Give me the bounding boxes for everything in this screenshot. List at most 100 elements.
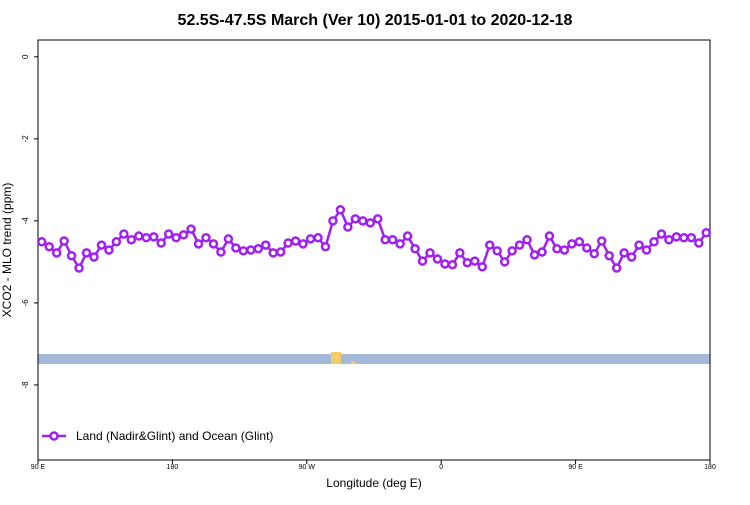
data-point bbox=[350, 214, 361, 224]
data-point bbox=[89, 252, 99, 262]
data-point bbox=[589, 248, 600, 259]
land-ocean-strip bbox=[38, 354, 710, 364]
data-point bbox=[395, 239, 405, 249]
data-point bbox=[66, 250, 77, 261]
data-point bbox=[81, 248, 92, 258]
data-point bbox=[223, 234, 234, 244]
data-point bbox=[358, 216, 368, 226]
data-point bbox=[604, 250, 614, 261]
data-point bbox=[216, 247, 226, 257]
data-point bbox=[649, 237, 659, 247]
data-point bbox=[343, 222, 353, 232]
data-point bbox=[305, 234, 316, 244]
data-point bbox=[141, 232, 152, 243]
data-point bbox=[567, 239, 577, 249]
data-point bbox=[671, 232, 682, 242]
data-point bbox=[387, 234, 398, 245]
data-point bbox=[178, 230, 189, 240]
y-tick-label: -6 bbox=[21, 299, 30, 307]
data-point bbox=[298, 239, 308, 249]
data-point bbox=[664, 234, 674, 245]
data-point bbox=[455, 248, 465, 258]
data-point bbox=[111, 237, 122, 247]
legend-marker bbox=[49, 431, 59, 441]
data-point bbox=[507, 246, 517, 256]
y-tick-label: -2 bbox=[21, 135, 30, 143]
x-tick-label: 90 W bbox=[299, 464, 316, 471]
data-point bbox=[283, 238, 293, 248]
data-point bbox=[156, 238, 166, 248]
data-point bbox=[634, 240, 644, 250]
data-point bbox=[694, 238, 704, 248]
data-point bbox=[596, 236, 607, 246]
data-point bbox=[365, 218, 376, 228]
data-point bbox=[51, 248, 62, 258]
data-point bbox=[559, 245, 570, 255]
y-tick-label: -8 bbox=[21, 381, 30, 389]
data-point bbox=[134, 231, 144, 241]
data-point bbox=[679, 232, 689, 243]
data-point bbox=[529, 250, 540, 260]
data-point bbox=[522, 234, 532, 245]
data-point bbox=[44, 241, 54, 252]
land-patch bbox=[331, 352, 341, 364]
y-axis-label: XCO2 - MLO trend (ppm) bbox=[0, 183, 14, 318]
data-point bbox=[275, 247, 286, 257]
data-point bbox=[104, 245, 114, 255]
data-point bbox=[238, 246, 249, 256]
x-tick-label: 180 bbox=[704, 464, 716, 471]
land-patch bbox=[351, 361, 355, 364]
data-point bbox=[313, 232, 323, 243]
data-point bbox=[656, 229, 667, 239]
x-tick-label: 90 E bbox=[31, 464, 46, 471]
data-point bbox=[163, 229, 174, 239]
data-point bbox=[701, 228, 712, 238]
data-point bbox=[193, 239, 204, 249]
data-point bbox=[686, 232, 697, 243]
data-point bbox=[119, 229, 129, 239]
data-point bbox=[59, 236, 69, 246]
data-point bbox=[201, 232, 211, 243]
data-point bbox=[335, 205, 346, 215]
data-point bbox=[372, 214, 383, 224]
data-point bbox=[74, 263, 84, 273]
data-point bbox=[36, 237, 47, 247]
data-point bbox=[626, 252, 637, 262]
data-point bbox=[171, 232, 181, 243]
y-tick-label: 0 bbox=[21, 54, 30, 59]
x-tick-label: 0 bbox=[439, 464, 443, 471]
data-point bbox=[432, 254, 443, 264]
legend-label: Land (Nadir&Glint) and Ocean (Glint) bbox=[76, 429, 273, 443]
data-point bbox=[253, 244, 264, 254]
data-point bbox=[246, 245, 256, 255]
data-point bbox=[410, 244, 420, 254]
data-point bbox=[619, 248, 629, 258]
data-point bbox=[582, 243, 592, 253]
x-tick-label: 90 E bbox=[568, 464, 583, 471]
data-point bbox=[514, 240, 525, 250]
x-axis-label: Longitude (deg E) bbox=[326, 476, 421, 490]
data-point bbox=[611, 263, 622, 273]
data-point bbox=[440, 259, 450, 269]
data-point bbox=[477, 262, 488, 272]
data-point bbox=[537, 247, 547, 257]
data-point bbox=[148, 232, 159, 242]
y-tick-label: -4 bbox=[21, 217, 30, 225]
data-point bbox=[492, 246, 502, 256]
data-point bbox=[96, 240, 107, 250]
data-point bbox=[447, 260, 458, 270]
data-point bbox=[260, 240, 271, 250]
data-point bbox=[425, 248, 435, 258]
plot-frame bbox=[37, 39, 711, 461]
data-point bbox=[484, 240, 495, 250]
data-point bbox=[268, 248, 278, 258]
data-point bbox=[186, 224, 196, 234]
data-point bbox=[380, 234, 390, 245]
data-point bbox=[544, 231, 555, 241]
data-point bbox=[328, 216, 338, 226]
chart-title: 52.5S-47.5S March (Ver 10) 2015-01-01 to… bbox=[178, 12, 573, 29]
data-point bbox=[499, 257, 510, 267]
data-point bbox=[126, 234, 137, 245]
data-point bbox=[462, 257, 473, 268]
data-point bbox=[231, 243, 241, 253]
